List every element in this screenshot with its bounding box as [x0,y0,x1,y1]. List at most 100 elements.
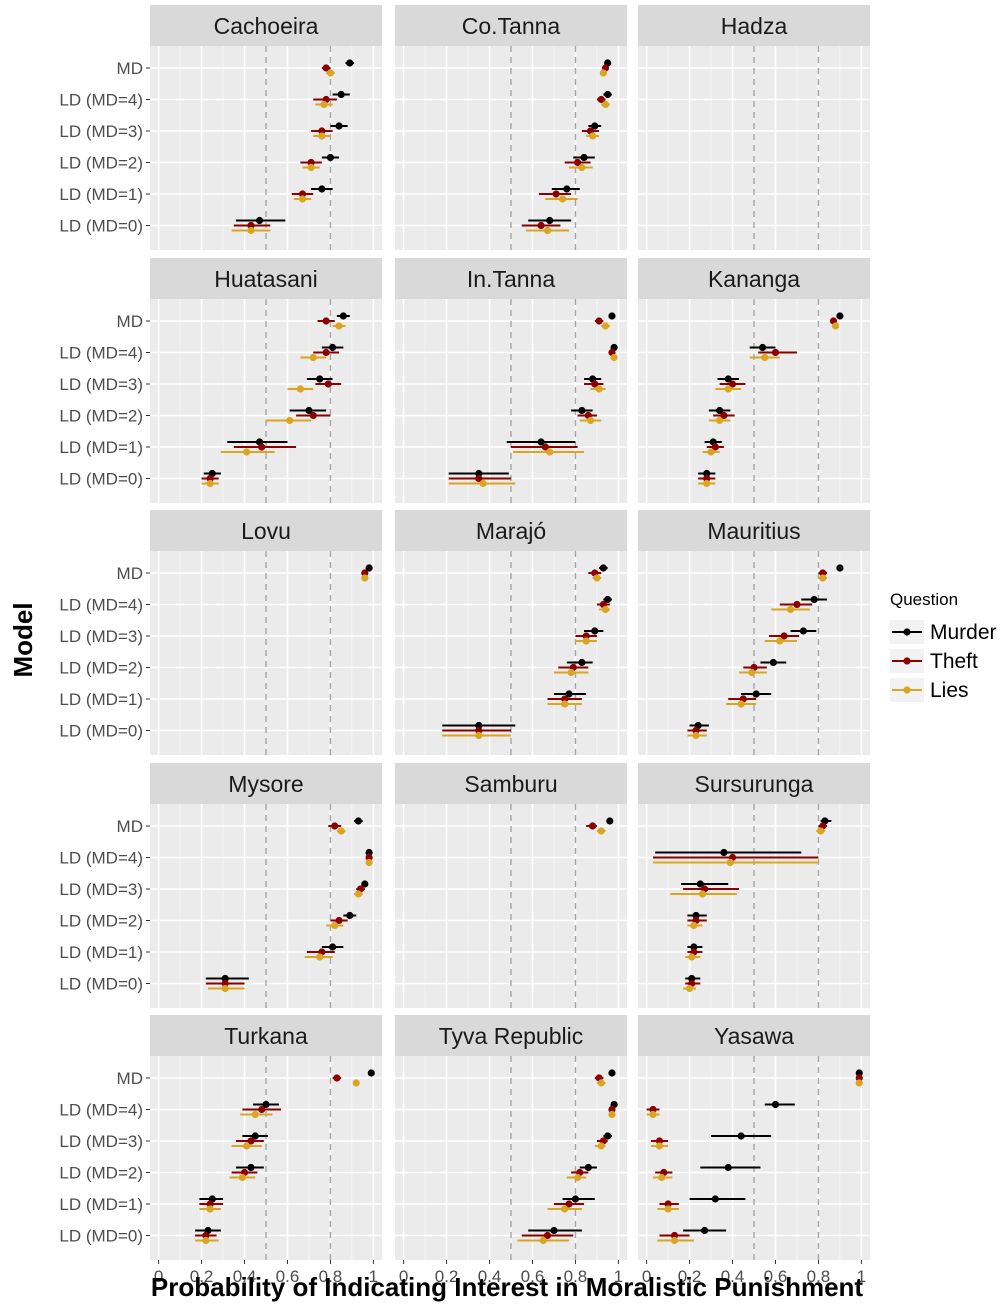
point-murder [703,469,711,478]
panel-title: Lovu [241,518,291,544]
y-tick-label: LD (MD=2) [59,1164,143,1183]
point-theft [589,822,597,830]
panel-strip [395,763,627,804]
point-theft [322,348,330,357]
panel-title: Yasawa [714,1023,794,1049]
panel-strip [395,1015,627,1056]
panel-title: Marajó [476,518,546,544]
point-lies [649,1110,657,1119]
point-murder [328,943,337,951]
y-tick-label: LD (MD=3) [59,1132,143,1151]
point-lies [331,921,339,930]
x-tick-label: 0.6 [521,1267,545,1286]
x-tick-label: 0.8 [319,1267,343,1286]
y-tick-label: LD (MD=0) [59,217,143,236]
point-lies [307,163,315,172]
x-tick-label: 0.2 [678,1267,702,1286]
point-theft [361,569,369,577]
point-lies [670,1236,679,1245]
panel-title: Cachoeira [214,13,319,39]
point-murder [855,1069,863,1077]
point-theft [780,632,788,640]
y-tick-label: LD (MD=3) [59,880,143,899]
point-lies [206,479,214,488]
point-theft [565,1200,573,1208]
point-theft [771,348,780,357]
point-murder [262,1100,270,1109]
point-murder [367,1069,375,1077]
point-murder [318,185,326,193]
point-murder [769,658,777,667]
point-theft [595,317,603,325]
panel-title: Mysore [228,771,303,797]
point-theft [703,474,711,483]
y-tick-label: MD [117,312,143,331]
point-theft [258,1105,266,1114]
point-murder [752,690,760,698]
point-murder [537,438,545,446]
point-lies [582,637,590,645]
point-lies [361,574,369,582]
point-theft [258,443,266,451]
point-murder [361,880,369,888]
y-tick-label: LD (MD=2) [59,912,143,931]
point-murder [580,153,588,162]
point-theft [322,64,330,72]
point-lies [539,1236,547,1245]
y-tick-label: LD (MD=1) [59,943,143,962]
x-tick-label: 0 [642,1267,651,1286]
point-theft [649,1105,657,1114]
point-theft [318,127,326,135]
point-theft [573,158,582,167]
point-lies [352,1079,360,1087]
point-murder [578,406,586,415]
panel-title: Co.Tanna [462,13,561,39]
panel-strip [150,510,382,551]
panel-strip [638,1015,870,1056]
legend-title: Question [890,590,958,609]
y-tick-label: LD (MD=2) [59,659,143,678]
panel-title: Turkana [224,1023,308,1049]
point-lies [658,1173,666,1182]
x-tick-label: 0.2 [190,1267,214,1286]
point-murder [251,1132,259,1140]
x-tick-label: 0 [399,1267,408,1286]
point-murder [692,911,700,920]
point-lies [832,322,840,330]
point-theft [247,221,255,230]
y-tick-label: LD (MD=4) [59,344,143,363]
panel-title: Samburu [464,771,557,797]
y-tick-label: LD (MD=0) [59,470,143,489]
x-tick-label: 0.2 [435,1267,459,1286]
x-tick-label: 0.8 [807,1267,831,1286]
point-murder [305,406,313,415]
y-tick-label: LD (MD=2) [59,407,143,426]
point-theft [206,474,214,483]
point-murder [771,1100,780,1109]
point-theft [552,190,560,198]
point-murder [475,469,483,478]
panel-huatasani: Huatasani MD LD (MD=4) LD (MD=3) LD (MD=2) LD… [59,258,382,503]
point-murder [326,153,335,162]
point-lies [664,1205,672,1213]
point-murder [346,911,354,920]
legend: Question Murder Theft Lies [890,590,997,702]
point-murder [608,1069,616,1077]
x-tick-label: 0 [154,1267,163,1286]
panel-title: In.Tanna [467,266,555,292]
y-tick-label: LD (MD=1) [59,185,143,204]
x-tick-label: 0.8 [564,1267,588,1286]
point-theft [309,411,317,420]
y-tick-label: LD (MD=1) [59,690,143,709]
y-tick-label: LD (MD=1) [59,1195,143,1214]
legend-key-lies: Lies [890,678,969,702]
point-theft [692,726,700,735]
point-theft [324,380,332,388]
point-murder [316,375,324,383]
y-tick-label: MD [117,1069,143,1088]
point-theft [333,1074,341,1082]
point-murder [836,564,844,572]
panel-title: Huatasani [214,266,318,292]
point-murder [584,1163,592,1172]
